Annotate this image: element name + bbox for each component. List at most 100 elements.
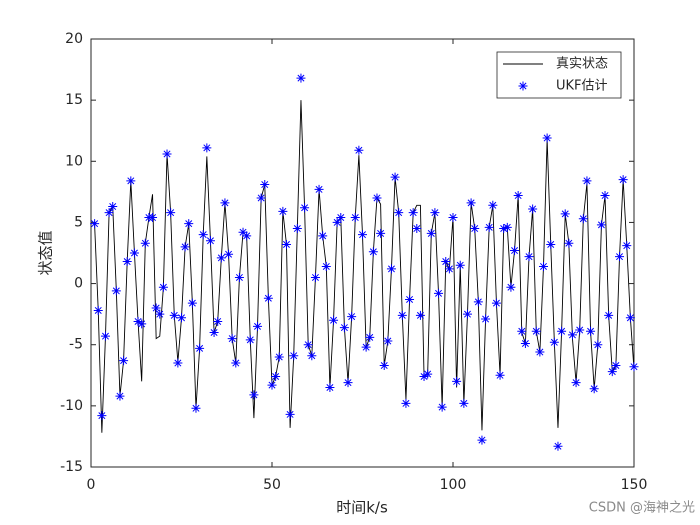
marker [549,337,559,347]
marker [589,384,599,394]
marker [137,319,147,329]
marker [394,208,404,218]
marker [593,340,603,350]
marker [567,330,577,340]
x-tick-label: 100 [440,477,467,493]
marker [513,191,523,201]
series-line [94,100,635,433]
marker [111,286,121,296]
marker [285,409,295,419]
watermark: CSDN @海神之光 [589,501,695,516]
marker [180,242,190,252]
marker [578,214,588,224]
marker [97,411,107,421]
marker [148,213,158,223]
legend-label: 真实状态 [556,57,608,72]
marker [267,380,277,390]
marker [173,358,183,368]
marker [205,236,215,246]
marker [408,208,418,218]
marker [386,264,396,274]
marker [166,208,176,218]
marker [546,239,556,249]
marker [607,367,617,377]
marker [195,343,205,353]
marker [162,149,172,159]
x-tick-label: 150 [621,477,648,493]
y-tick-label: 15 [65,92,83,108]
marker [234,272,244,282]
legend-box [496,51,622,99]
marker [510,246,520,256]
marker [274,352,284,362]
marker [528,204,538,214]
marker [466,198,476,208]
marker [502,222,512,232]
marker [506,282,516,292]
marker [455,260,465,270]
marker [184,219,194,229]
marker [629,362,639,372]
marker [220,198,230,208]
y-tick-label: 20 [65,31,83,47]
marker [119,356,129,366]
marker [289,351,299,361]
y-tick-label: 10 [65,153,83,169]
marker [310,272,320,282]
marker [300,203,310,213]
marker [412,224,422,234]
marker [133,316,143,326]
marker [596,220,606,230]
marker [227,334,237,344]
marker [347,312,357,322]
marker [368,247,378,257]
marker [126,176,136,186]
marker [100,331,110,341]
marker [426,228,436,238]
marker [191,403,201,413]
marker [303,340,313,350]
marker [365,332,375,342]
marker [401,398,411,408]
marker [209,327,219,337]
marker [140,238,150,248]
marker [415,310,425,320]
marker [187,298,197,308]
marker [325,383,335,393]
marker [452,376,462,386]
marker [158,282,168,292]
marker [281,239,291,249]
marker [484,222,494,232]
marker [423,369,433,379]
marker [224,249,234,259]
marker [582,176,592,186]
marker [600,191,610,201]
legend-marker [518,81,528,91]
marker [93,305,103,315]
marker [350,213,360,223]
marker [470,224,480,234]
marker [434,288,444,298]
marker [271,372,281,382]
marker [615,252,625,262]
marker [604,310,614,320]
marker [238,227,248,237]
marker [542,133,552,143]
marker [571,378,581,388]
marker [129,248,139,258]
marker [249,390,259,400]
marker [376,228,386,238]
marker [622,241,632,251]
marker [198,230,208,240]
y-axis-label: 状态值 [37,230,55,275]
marker [155,309,165,319]
x-axis-label: 时间k/s [336,499,388,517]
marker [292,224,302,234]
marker [586,326,596,336]
marker [419,372,429,382]
marker [524,252,534,262]
marker [560,209,570,219]
marker [245,335,255,345]
marker [336,213,346,223]
marker [444,264,454,274]
